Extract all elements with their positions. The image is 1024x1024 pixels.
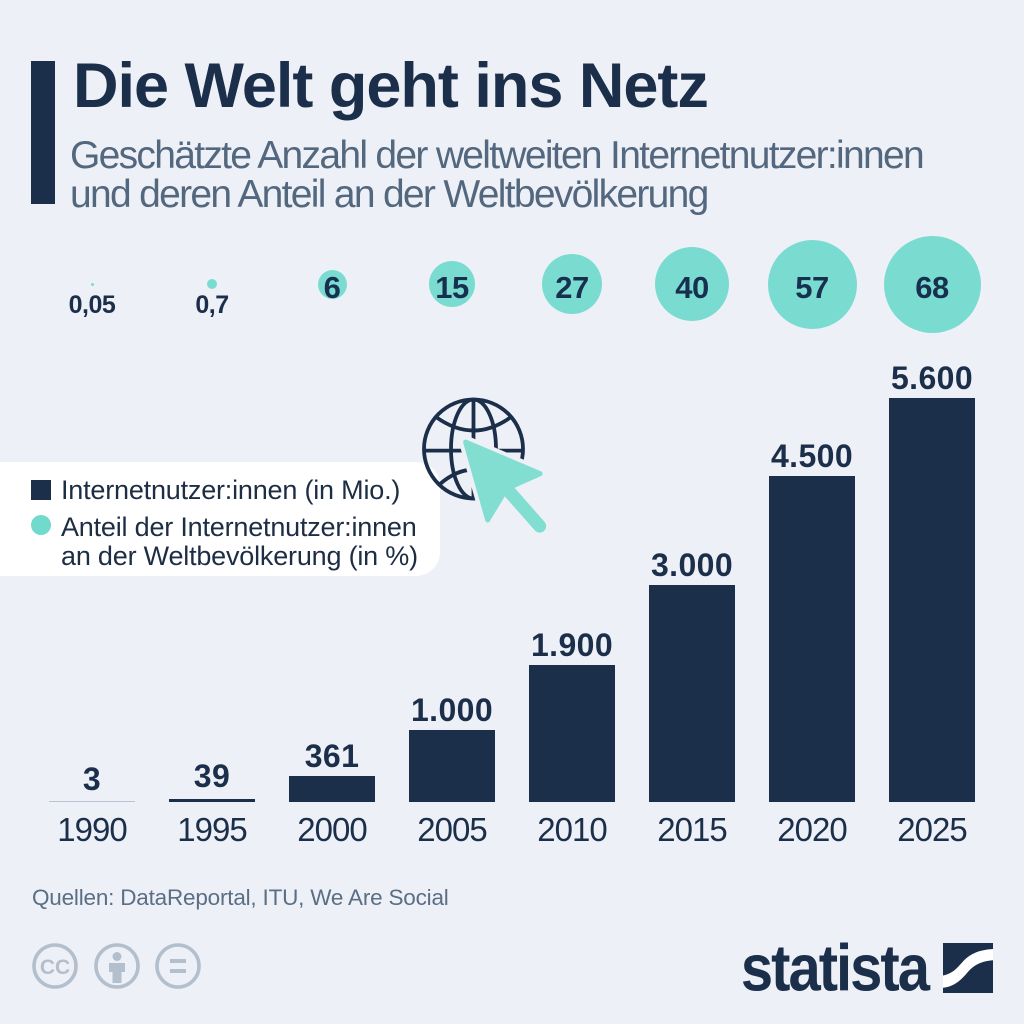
svg-text:CC: CC: [40, 956, 70, 979]
